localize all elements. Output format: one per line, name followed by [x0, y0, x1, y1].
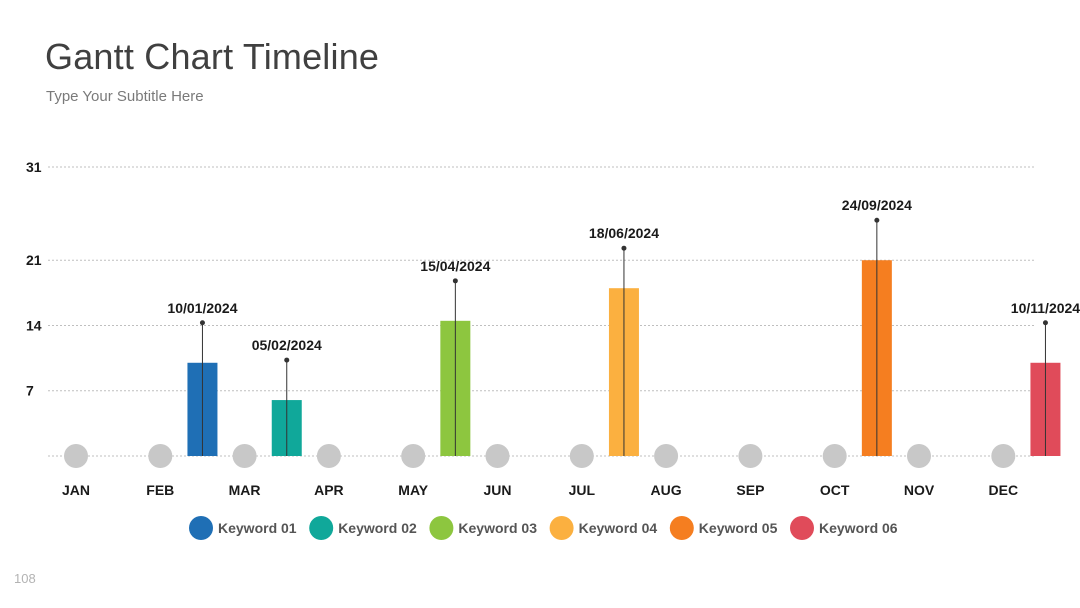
x-tick-label: OCT	[820, 482, 850, 498]
y-tick-label: 31	[26, 159, 42, 175]
month-marker	[148, 444, 173, 468]
legend-label: Keyword 04	[579, 520, 658, 536]
legend-swatch	[790, 516, 814, 540]
stem-dot	[874, 217, 880, 223]
slide-subtitle: Type Your Subtitle Here	[46, 88, 204, 105]
legend-swatch	[309, 516, 334, 540]
month-marker	[232, 444, 257, 468]
x-tick-label: JUL	[569, 482, 596, 498]
legend-label: Keyword 03	[458, 520, 537, 536]
month-marker	[316, 444, 341, 468]
date-label: 15/04/2024	[420, 258, 490, 274]
legend-label: Keyword 02	[338, 520, 417, 536]
month-marker	[64, 444, 88, 468]
month-marker	[485, 444, 510, 468]
x-tick-label: MAR	[229, 482, 261, 498]
x-tick-label: JAN	[62, 482, 90, 498]
stem-dot	[284, 357, 290, 363]
x-tick-label: JUN	[483, 482, 511, 498]
x-tick-label: APR	[314, 482, 344, 498]
x-tick-label: SEP	[736, 482, 764, 498]
slide-title: Gantt Chart Timeline	[45, 36, 380, 77]
x-tick-label: NOV	[904, 482, 935, 498]
legend-swatch	[669, 516, 694, 540]
month-marker	[822, 444, 847, 468]
month-marker	[569, 444, 594, 468]
month-marker	[907, 444, 931, 468]
y-tick-label: 7	[26, 383, 34, 399]
legend-label: Keyword 05	[699, 520, 778, 536]
stem-dot	[1042, 320, 1048, 326]
date-label: 05/02/2024	[252, 337, 322, 353]
month-marker	[654, 444, 679, 468]
month-marker	[738, 444, 763, 468]
x-tick-label: MAY	[398, 482, 428, 498]
x-tick-label: DEC	[989, 482, 1019, 498]
stem-dot	[621, 245, 627, 251]
x-tick-label: AUG	[651, 482, 682, 498]
x-tick-label: FEB	[146, 482, 174, 498]
month-marker	[401, 444, 426, 468]
page-number: 108	[14, 571, 36, 586]
y-tick-label: 14	[26, 317, 42, 333]
stem-dot	[199, 320, 205, 326]
legend-swatch	[429, 516, 454, 540]
legend-swatch	[189, 516, 213, 540]
legend-label: Keyword 06	[819, 520, 898, 536]
date-label: 24/09/2024	[842, 197, 912, 213]
legend-label: Keyword 01	[218, 520, 297, 536]
legend-swatch	[549, 516, 574, 540]
y-tick-label: 21	[26, 252, 42, 268]
date-label: 18/06/2024	[589, 225, 659, 241]
date-label: 10/11/2024	[1011, 300, 1080, 316]
month-marker	[991, 444, 1016, 468]
date-label: 10/01/2024	[167, 300, 237, 316]
stem-dot	[452, 278, 458, 284]
